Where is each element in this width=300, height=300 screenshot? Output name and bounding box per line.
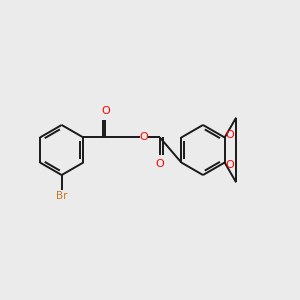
Text: O: O: [155, 159, 164, 169]
Text: O: O: [226, 130, 234, 140]
Text: O: O: [226, 160, 234, 170]
Text: O: O: [139, 133, 148, 142]
Text: O: O: [101, 106, 110, 116]
Text: Br: Br: [56, 191, 68, 201]
